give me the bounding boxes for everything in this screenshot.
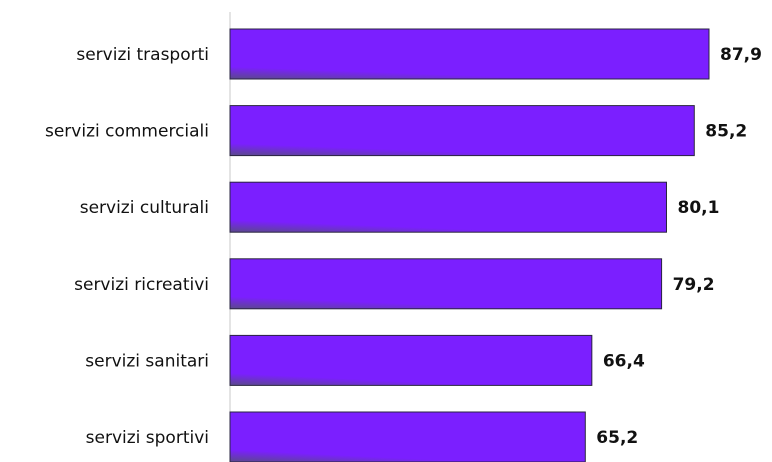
value-label: 80,1 [677, 198, 719, 218]
bar-servizi-culturali [229, 181, 667, 233]
category-label: servizi trasporti [76, 45, 209, 65]
value-label: 79,2 [673, 275, 715, 295]
bar-servizi-sportivi [229, 411, 586, 462]
value-label: 85,2 [705, 122, 747, 142]
category-labels-group: servizi trasporti servizi commerciali serv… [45, 45, 209, 448]
category-label: servizi commerciali [45, 122, 209, 142]
bar-servizi-trasporti [229, 28, 710, 80]
category-label: servizi culturali [80, 198, 209, 218]
value-label: 87,9 [720, 45, 762, 65]
value-label: 66,4 [603, 351, 645, 371]
category-label: servizi sportivi [86, 428, 209, 448]
bar-servizi-sanitari [229, 334, 593, 386]
bar-servizi-ricreativi [229, 258, 663, 310]
value-label: 65,2 [596, 428, 638, 448]
bar-servizi-commerciali [229, 105, 695, 157]
value-labels-group: 87,9 85,2 80,1 79,2 66,4 65,2 [596, 45, 762, 448]
category-label: servizi sanitari [85, 351, 209, 371]
category-label: servizi ricreativi [74, 275, 209, 295]
bars-group [229, 28, 710, 462]
